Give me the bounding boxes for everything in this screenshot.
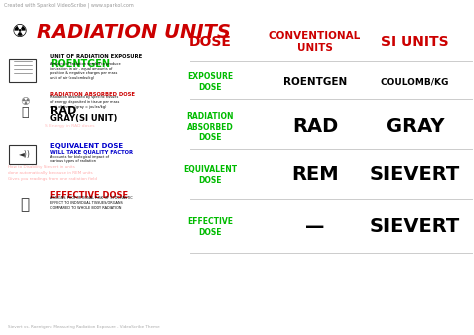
Text: SIEVERT: SIEVERT — [370, 217, 460, 237]
Text: CONVENTIONAL
UNITS: CONVENTIONAL UNITS — [269, 31, 361, 53]
Text: COULOMB/KG: COULOMB/KG — [381, 77, 449, 86]
Text: Gives you readings from one radiation field: Gives you readings from one radiation fi… — [8, 177, 97, 181]
Text: DOSE: DOSE — [189, 35, 231, 49]
Text: ◄)): ◄)) — [19, 149, 31, 158]
Text: done automatically because in REM units: done automatically because in REM units — [8, 171, 92, 175]
Text: EXPOSURE
DOSE: EXPOSURE DOSE — [187, 72, 233, 92]
Text: Radiation absorbed by specific tissues
of energy deposited in tissue per mass
un: Radiation absorbed by specific tissues o… — [50, 95, 119, 109]
Text: GRAY: GRAY — [386, 118, 444, 136]
Text: RAD: RAD — [292, 118, 338, 136]
Text: —: — — [305, 217, 325, 237]
Text: ☢: ☢ — [12, 23, 28, 41]
Text: ROENTGEN: ROENTGEN — [50, 59, 110, 69]
Text: ⬛: ⬛ — [21, 106, 29, 119]
Text: REM: REM — [291, 165, 339, 185]
Text: SIEVERT: SIEVERT — [370, 165, 460, 185]
Text: ASSIGNS PROPORTIONAL RISK OF STOCHASTIC
EFFECT TO INDIVIDUAL TISSUES/ORGANS
COMP: ASSIGNS PROPORTIONAL RISK OF STOCHASTIC … — [50, 196, 133, 210]
Text: GRAY(SI UNIT): GRAY(SI UNIT) — [50, 115, 118, 124]
Text: EFFECTIVE
DOSE: EFFECTIVE DOSE — [187, 217, 233, 237]
Text: S Energy in RAD doses: S Energy in RAD doses — [45, 124, 94, 128]
Text: UNIT OF RADIATION EXPOSURE: UNIT OF RADIATION EXPOSURE — [50, 55, 142, 60]
Text: RADIATION
ABSORBED
DOSE: RADIATION ABSORBED DOSE — [186, 112, 234, 142]
Text: How to Disability Sievert in units: How to Disability Sievert in units — [8, 165, 75, 169]
FancyBboxPatch shape — [9, 144, 36, 163]
Text: SI UNITS: SI UNITS — [381, 35, 449, 49]
Text: ☢: ☢ — [20, 97, 30, 107]
Text: Accounts for biological impact of
various types of radiation: Accounts for biological impact of variou… — [50, 155, 109, 163]
Text: Sievert vs. Roentgen: Measuring Radiation Exposure - VideoScribe Theme: Sievert vs. Roentgen: Measuring Radiatio… — [8, 325, 160, 329]
Text: RADIATION UNITS: RADIATION UNITS — [37, 22, 231, 42]
Text: EQUIVALENT
DOSE: EQUIVALENT DOSE — [183, 165, 237, 185]
Text: 🧍: 🧍 — [20, 198, 29, 212]
FancyBboxPatch shape — [9, 59, 36, 81]
Text: RADIATION ABSORBED DOSE: RADIATION ABSORBED DOSE — [50, 92, 135, 97]
Text: EFFECTIVE DOSE: EFFECTIVE DOSE — [50, 191, 128, 200]
Text: Amount of radiation needed to produce
ionization in air - equal amounts of
posit: Amount of radiation needed to produce io… — [50, 62, 120, 80]
Text: Created with Sparkol VideoScribe | www.sparkol.com: Created with Sparkol VideoScribe | www.s… — [4, 3, 134, 8]
Text: RAD: RAD — [50, 106, 76, 116]
Text: EQUIVALENT DOSE: EQUIVALENT DOSE — [50, 143, 123, 149]
Text: ROENTGEN: ROENTGEN — [283, 77, 347, 87]
Text: WILL TAKE QUALITY FACTOR: WILL TAKE QUALITY FACTOR — [50, 149, 133, 154]
